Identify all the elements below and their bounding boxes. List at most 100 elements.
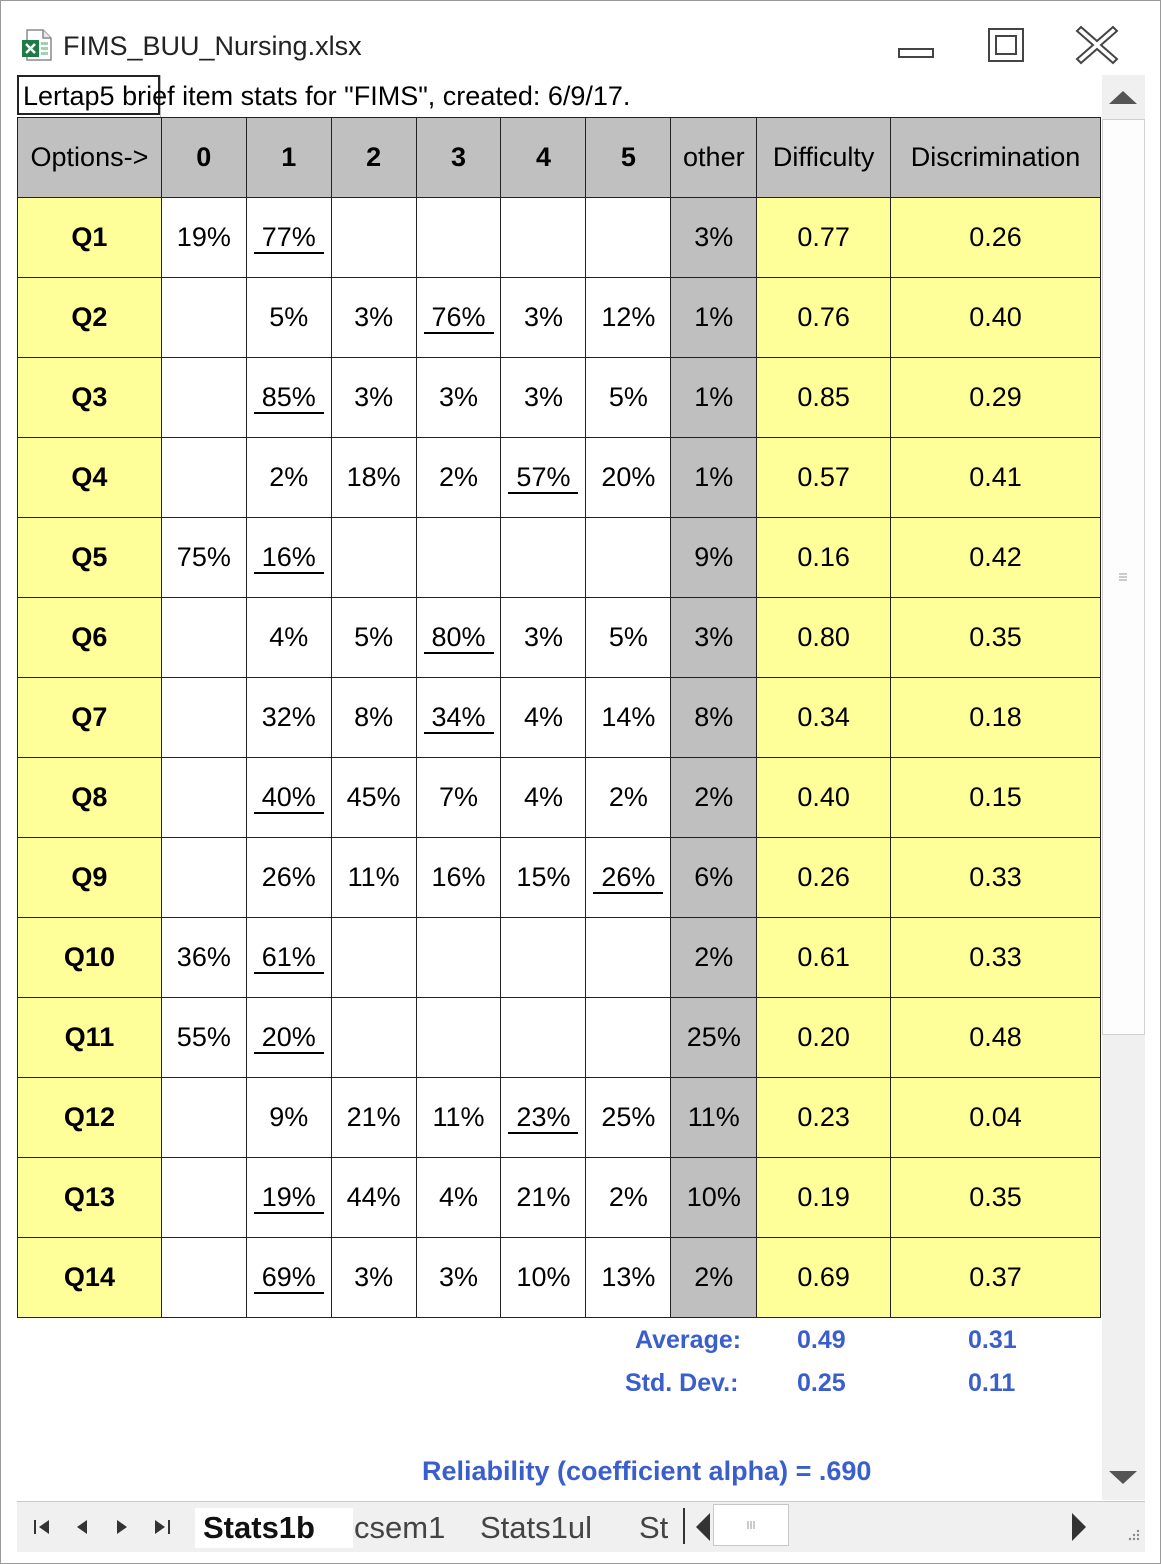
discrimination-cell[interactable]: 0.04 (890, 1077, 1101, 1158)
option-cell[interactable] (500, 197, 587, 278)
option-cell[interactable] (585, 517, 672, 598)
correct-option-cell[interactable]: 77% (245, 197, 332, 278)
option-cell[interactable]: 2% (585, 757, 672, 838)
option-cell[interactable]: 21% (330, 1077, 417, 1158)
option-cell[interactable]: 4% (415, 1157, 502, 1238)
option-cell[interactable] (160, 357, 247, 438)
item-label[interactable]: Q4 (17, 437, 162, 518)
option-cell[interactable] (160, 837, 247, 918)
difficulty-cell[interactable]: 0.80 (756, 597, 892, 678)
discrimination-cell[interactable]: 0.15 (890, 757, 1101, 838)
other-cell[interactable]: 11% (670, 1077, 758, 1158)
scroll-left-icon[interactable] (693, 1510, 713, 1544)
option-cell[interactable]: 14% (585, 677, 672, 758)
option-cell[interactable] (500, 997, 587, 1078)
difficulty-cell[interactable]: 0.76 (756, 277, 892, 358)
other-cell[interactable]: 1% (670, 437, 758, 518)
other-cell[interactable]: 9% (670, 517, 758, 598)
option-cell[interactable]: 5% (585, 597, 672, 678)
column-header[interactable]: 3 (415, 117, 502, 198)
difficulty-cell[interactable]: 0.69 (756, 1237, 892, 1318)
maximize-icon[interactable] (983, 23, 1031, 67)
other-cell[interactable]: 2% (670, 757, 758, 838)
correct-option-cell[interactable]: 61% (245, 917, 332, 998)
vertical-scroll-thumb[interactable] (1102, 119, 1145, 1035)
other-cell[interactable]: 1% (670, 277, 758, 358)
option-cell[interactable]: 11% (415, 1077, 502, 1158)
option-cell[interactable]: 32% (245, 677, 332, 758)
item-label[interactable]: Q8 (17, 757, 162, 838)
column-header[interactable]: other (670, 117, 758, 198)
close-icon[interactable] (1073, 23, 1121, 67)
option-cell[interactable]: 2% (245, 437, 332, 518)
other-cell[interactable]: 6% (670, 837, 758, 918)
option-cell[interactable]: 75% (160, 517, 247, 598)
first-sheet-icon[interactable] (31, 1516, 53, 1538)
correct-option-cell[interactable]: 16% (245, 517, 332, 598)
option-cell[interactable] (160, 437, 247, 518)
option-cell[interactable]: 3% (330, 1237, 417, 1318)
other-cell[interactable]: 8% (670, 677, 758, 758)
scroll-down-icon[interactable] (1106, 1468, 1140, 1488)
discrimination-cell[interactable]: 0.33 (890, 917, 1101, 998)
difficulty-cell[interactable]: 0.61 (756, 917, 892, 998)
option-cell[interactable] (330, 997, 417, 1078)
scroll-up-icon[interactable] (1106, 87, 1140, 107)
discrimination-cell[interactable]: 0.35 (890, 1157, 1101, 1238)
column-header[interactable]: Options-> (17, 117, 162, 198)
option-cell[interactable] (500, 917, 587, 998)
option-cell[interactable]: 4% (500, 757, 587, 838)
option-cell[interactable]: 11% (330, 837, 417, 918)
correct-option-cell[interactable]: 85% (245, 357, 332, 438)
discrimination-cell[interactable]: 0.26 (890, 197, 1101, 278)
discrimination-cell[interactable]: 0.33 (890, 837, 1101, 918)
scroll-right-icon[interactable] (1069, 1510, 1089, 1544)
option-cell[interactable] (415, 517, 502, 598)
option-cell[interactable]: 36% (160, 917, 247, 998)
option-cell[interactable]: 8% (330, 677, 417, 758)
option-cell[interactable]: 3% (330, 277, 417, 358)
option-cell[interactable]: 12% (585, 277, 672, 358)
column-header[interactable]: Difficulty (756, 117, 892, 198)
option-cell[interactable]: 3% (415, 1237, 502, 1318)
difficulty-cell[interactable]: 0.20 (756, 997, 892, 1078)
correct-option-cell[interactable]: 40% (245, 757, 332, 838)
option-cell[interactable]: 21% (500, 1157, 587, 1238)
discrimination-cell[interactable]: 0.41 (890, 437, 1101, 518)
item-label[interactable]: Q13 (17, 1157, 162, 1238)
option-cell[interactable] (160, 1237, 247, 1318)
minimize-icon[interactable] (893, 23, 941, 67)
column-header[interactable]: 0 (160, 117, 247, 198)
item-label[interactable]: Q11 (17, 997, 162, 1078)
selected-cell[interactable] (17, 75, 160, 115)
correct-option-cell[interactable]: 80% (415, 597, 502, 678)
option-cell[interactable]: 3% (500, 357, 587, 438)
item-label[interactable]: Q9 (17, 837, 162, 918)
option-cell[interactable]: 3% (415, 357, 502, 438)
difficulty-cell[interactable]: 0.77 (756, 197, 892, 278)
option-cell[interactable] (160, 1077, 247, 1158)
correct-option-cell[interactable]: 23% (500, 1077, 587, 1158)
difficulty-cell[interactable]: 0.16 (756, 517, 892, 598)
last-sheet-icon[interactable] (151, 1516, 173, 1538)
item-label[interactable]: Q10 (17, 917, 162, 998)
difficulty-cell[interactable]: 0.26 (756, 837, 892, 918)
column-header[interactable]: Discrimination (890, 117, 1101, 198)
option-cell[interactable] (585, 997, 672, 1078)
difficulty-cell[interactable]: 0.85 (756, 357, 892, 438)
column-header[interactable]: 5 (585, 117, 672, 198)
sheet-tab-csem1[interactable]: csem1 (354, 1510, 446, 1545)
option-cell[interactable]: 19% (160, 197, 247, 278)
item-label[interactable]: Q2 (17, 277, 162, 358)
option-cell[interactable]: 44% (330, 1157, 417, 1238)
option-cell[interactable]: 3% (330, 357, 417, 438)
horizontal-scroll-thumb[interactable] (713, 1504, 789, 1546)
correct-option-cell[interactable]: 57% (500, 437, 587, 518)
option-cell[interactable]: 4% (500, 677, 587, 758)
option-cell[interactable] (330, 917, 417, 998)
item-label[interactable]: Q7 (17, 677, 162, 758)
difficulty-cell[interactable]: 0.57 (756, 437, 892, 518)
option-cell[interactable]: 7% (415, 757, 502, 838)
option-cell[interactable] (415, 917, 502, 998)
column-header[interactable]: 4 (500, 117, 587, 198)
